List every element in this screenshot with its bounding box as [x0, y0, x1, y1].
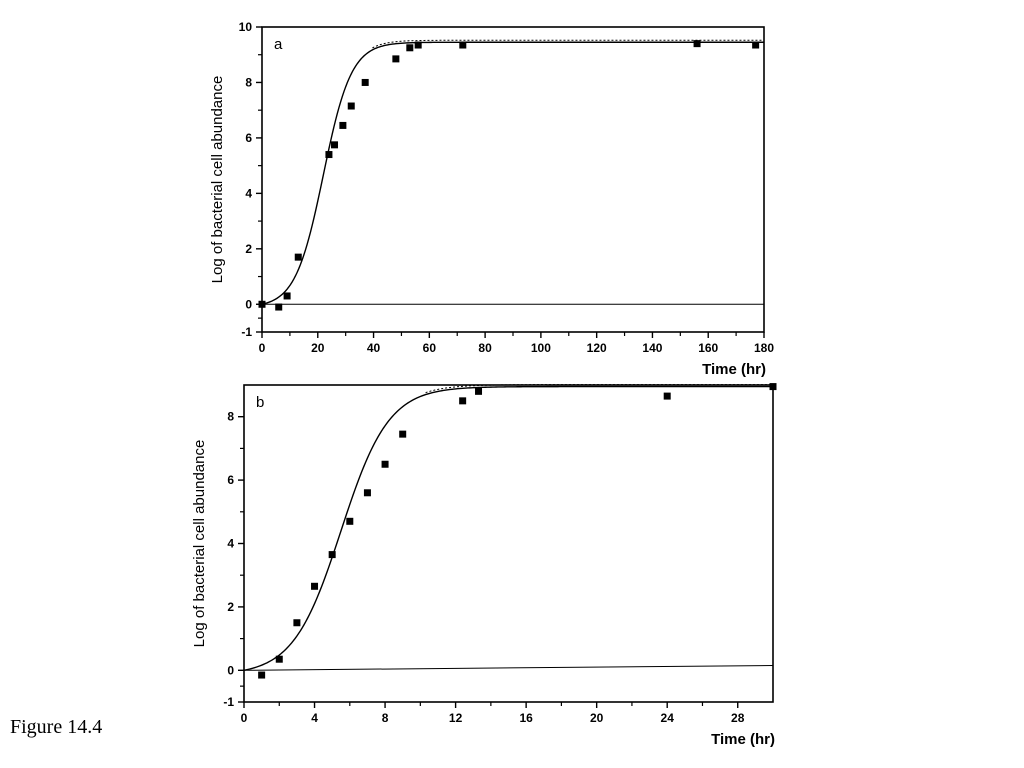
data-point [459, 41, 467, 49]
x-tick-label: 12 [449, 711, 463, 725]
figure-caption: Figure 14.4 [10, 716, 102, 738]
data-point [294, 253, 302, 261]
y-tick-label: -1 [223, 695, 234, 709]
x-tick-label: 4 [311, 711, 318, 725]
plot-frame [243, 384, 774, 703]
panel-label: a [274, 36, 283, 53]
y-tick-label: 4 [245, 186, 252, 200]
data-point [258, 671, 266, 679]
x-axis-title: Time (hr) [702, 361, 766, 378]
data-point [331, 141, 339, 149]
data-point [399, 430, 407, 438]
data-point [769, 383, 777, 391]
y-tick-label: -1 [241, 325, 252, 339]
x-tick-label: 180 [754, 341, 774, 355]
y-tick-label: 4 [227, 537, 234, 551]
fit-curve [261, 41, 764, 305]
data-point [363, 489, 371, 497]
y-tick-label: 0 [227, 663, 234, 677]
x-axis-title: Time (hr) [711, 731, 775, 748]
baseline-line [243, 665, 774, 671]
y-axis-title: Log of bacterial cell abundance [191, 440, 208, 648]
x-tick-label: 20 [590, 711, 604, 725]
y-axis-title: Log of bacterial cell abundance [209, 76, 226, 284]
x-tick-label: 0 [259, 341, 266, 355]
data-point [459, 397, 467, 405]
data-point [311, 582, 319, 590]
data-point [293, 619, 301, 627]
x-tick-label: 0 [241, 711, 248, 725]
y-tick-label: 2 [245, 242, 252, 256]
y-tick-label: 8 [245, 75, 252, 89]
data-point [381, 460, 389, 468]
x-tick-label: 140 [642, 341, 662, 355]
x-tick-label: 100 [531, 341, 551, 355]
x-tick-label: 60 [423, 341, 437, 355]
x-tick-label: 16 [519, 711, 533, 725]
data-point [406, 44, 414, 52]
data-point [347, 102, 355, 110]
data-point [339, 121, 347, 129]
panel-label: b [256, 394, 264, 411]
plot-frame [261, 26, 765, 333]
y-tick-label: 6 [227, 473, 234, 487]
x-tick-label: 8 [382, 711, 389, 725]
data-point [475, 387, 483, 395]
data-point [361, 78, 369, 86]
data-point [392, 55, 400, 63]
data-point [275, 655, 283, 663]
data-point [275, 303, 283, 311]
y-tick-label: 0 [245, 297, 252, 311]
x-tick-label: 20 [311, 341, 325, 355]
data-point [663, 392, 671, 400]
data-point [283, 292, 291, 300]
x-tick-label: 24 [661, 711, 675, 725]
data-point [752, 41, 760, 49]
x-tick-label: 120 [587, 341, 607, 355]
data-point [328, 551, 336, 559]
y-tick-label: 8 [227, 410, 234, 424]
x-tick-label: 80 [478, 341, 492, 355]
x-tick-label: 28 [731, 711, 745, 725]
y-tick-label: 2 [227, 600, 234, 614]
data-point [325, 151, 333, 159]
data-point [693, 40, 701, 48]
fit-curve [243, 385, 773, 671]
y-tick-label: 6 [245, 131, 252, 145]
x-tick-label: 160 [698, 341, 718, 355]
data-point [258, 300, 266, 308]
data-point [346, 517, 354, 525]
y-tick-label: 10 [239, 20, 253, 34]
x-tick-label: 40 [367, 341, 381, 355]
data-point [414, 41, 422, 49]
fit-curve-dotted [372, 39, 764, 49]
chart-panel-a: 0 20 40 60 80 100 120 140 160 180 -1 0 2 4 6 8 10 a Time (… [209, 20, 774, 378]
